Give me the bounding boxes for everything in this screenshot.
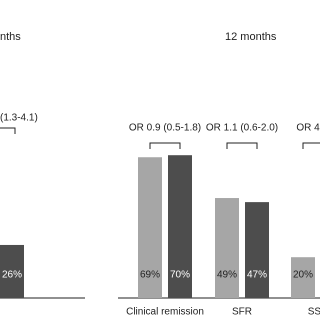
bar <box>245 202 269 298</box>
x-tick-label: SFR <box>232 307 252 318</box>
value-label: 49% <box>217 270 237 281</box>
bracket <box>149 142 181 149</box>
bar <box>291 257 315 298</box>
value-label: 26% <box>2 270 22 281</box>
annotation: OR 4.4 (0 <box>296 123 320 134</box>
bar <box>215 198 239 298</box>
bar <box>168 155 192 298</box>
bar <box>138 157 162 298</box>
value-label: 69% <box>140 270 160 281</box>
annotation: OR 1.1 (0.6-2.0) <box>206 123 278 134</box>
bracket <box>0 127 16 134</box>
panel-title: 12 months <box>225 31 277 43</box>
panel-title: nths <box>0 31 21 43</box>
value-label: 70% <box>170 270 190 281</box>
bracket <box>226 142 258 149</box>
annotation: (1.3-4.1) <box>0 113 38 124</box>
bracket <box>302 142 320 149</box>
value-label: 20% <box>293 270 313 281</box>
value-label: 47% <box>247 270 267 281</box>
x-tick-label: Clinical remission <box>126 307 204 318</box>
x-tick-label: SSR <box>308 307 320 318</box>
annotation: OR 0.9 (0.5-1.8) <box>129 123 201 134</box>
bar <box>0 244 24 298</box>
